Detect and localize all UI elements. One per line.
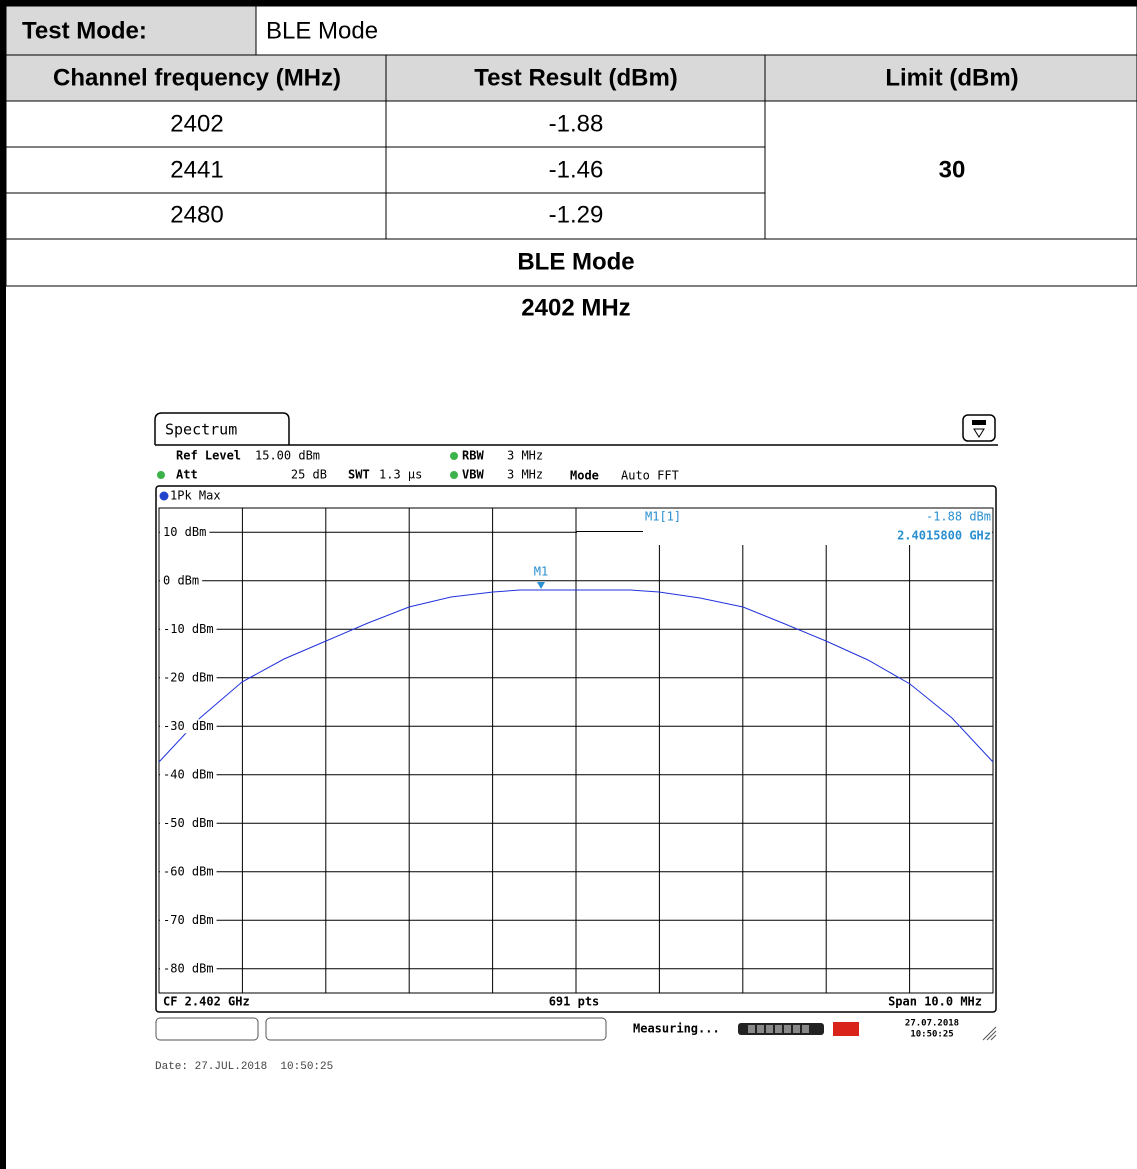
trace-label: 1Pk Max [170,489,221,503]
header-cell [385,54,766,102]
header-cell [5,54,387,102]
tab [154,412,290,445]
att: 25 dB [291,468,327,482]
section-title: BLE Mode [517,248,634,275]
label-bg [160,525,210,540]
spectrum: Spectrum Ref Level 15.00 dBm Att 25 dB S… [154,412,998,1041]
plot-title: 2402 MHz [521,294,630,321]
label-bg [160,864,217,879]
cell [5,146,387,194]
marker-triangle [537,582,545,589]
marker-label: M1 [534,565,548,579]
marker-name: M1[1] [645,510,681,524]
marker-value: -1.88 dBm [926,510,991,524]
y-tick-label: -30 dBm [163,719,214,733]
progress-segments [748,1025,809,1033]
label-bg [160,767,217,782]
menu-icon [972,420,986,425]
vbw: 3 MHz [507,468,543,482]
rbw: 3 MHz [507,449,543,463]
led [157,471,165,479]
status: Measuring... [633,1022,720,1036]
cell [385,192,766,240]
label-bg [160,670,217,685]
top-border [0,0,1137,6]
status-time: 10:50:25 [910,1030,953,1040]
status-date: 27.07.2018 [905,1019,959,1029]
led [450,471,458,479]
y-tick-label: 0 dBm [163,573,199,587]
label-bg [160,622,217,637]
y-tick-label: -40 dBm [163,767,214,781]
label-bg [160,913,217,928]
y-tick-label: -10 dBm [163,622,214,636]
cell [385,100,766,148]
swt-label: SWT [348,468,370,482]
marker-box [577,509,992,545]
att-label: Att [176,468,198,482]
label-bg [160,719,217,734]
frequency: 2402 [170,110,223,137]
y-tick-label: -70 dBm [163,913,214,927]
result: -1.46 [549,156,604,183]
frequency: 2441 [170,156,223,183]
result: -1.29 [549,201,604,228]
status-box [265,1017,607,1041]
led [450,452,458,460]
date-line: Date: 27.JUL.2018 10:50:25 [155,1061,333,1073]
status-box [155,1017,259,1041]
lxi-icon [833,1022,859,1036]
rbw-label: RBW [462,449,484,463]
label-bg [160,816,217,831]
frequency: 2480 [170,201,223,228]
menu-icon [962,414,996,442]
y-tick-label: -60 dBm [163,864,214,878]
center-frequency: CF 2.402 GHz [163,995,250,1009]
mode-value: BLE Mode [266,17,378,44]
header: Channel frequency (MHz) [53,64,341,91]
y-tick-label: 10 dBm [163,525,206,539]
limit: 30 [939,156,966,183]
ref-level-label: Ref Level [176,449,241,463]
ref-level: 15.00 dBm [255,449,320,463]
cell [5,5,257,56]
y-tick-label: -80 dBm [163,961,214,975]
tab-label: Spectrum [165,421,237,439]
menu-icon [973,428,985,438]
label-bg [160,961,217,976]
y-tick-label: -20 dBm [163,670,214,684]
swt: 1.3 µs [379,468,422,482]
mode: Auto FFT [621,469,679,483]
header: Test Result (dBm) [474,64,678,91]
grid [159,508,993,993]
label-bg [160,573,203,588]
span: Span 10.0 MHz [888,995,982,1009]
left-border [0,0,6,1169]
resize-grip [982,1026,997,1041]
header-cell [764,54,1137,102]
result: -1.88 [549,110,604,137]
vbw-label: VBW [462,468,484,482]
marker-frequency: 2.4015800 GHz [897,529,991,543]
section-row [5,238,1137,287]
header: Limit (dBm) [885,64,1018,91]
mode-label: Mode [570,469,599,483]
points: 691 pts [549,995,600,1009]
trace-dot [159,491,169,501]
cell [255,5,1137,56]
y-tick-label: -50 dBm [163,816,214,830]
trace [158,589,994,763]
mode-label: Test Mode: [22,17,147,44]
cell [5,100,387,148]
